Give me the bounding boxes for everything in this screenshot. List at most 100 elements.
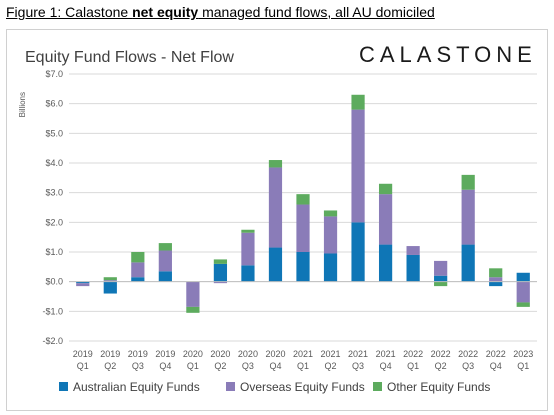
legend-label: Australian Equity Funds	[73, 380, 200, 394]
bar-series	[76, 94, 530, 313]
bar-segment-other-equity-funds	[296, 194, 310, 205]
bar-segment-australian-equity-funds	[76, 281, 90, 284]
bar-segment-other-equity-funds	[241, 229, 255, 233]
bar-segment-overseas-equity-funds	[103, 280, 117, 282]
chart-title: Equity Fund Flows - Net Flow	[25, 49, 234, 66]
bar-segment-overseas-equity-funds	[323, 216, 338, 254]
bar-segment-australian-equity-funds	[131, 277, 145, 282]
bar-segment-australian-equity-funds	[323, 253, 338, 282]
x-tick-quarter: Q3	[462, 361, 474, 371]
y-tick-label: $6.0	[45, 99, 63, 109]
x-tick-year: 2020	[183, 349, 203, 359]
legend-label: Overseas Equity Funds	[240, 380, 365, 394]
x-tick-year: 2020	[238, 349, 258, 359]
legend: Australian Equity Funds Overseas Equity F…	[59, 380, 490, 394]
bar-segment-other-equity-funds	[461, 174, 475, 190]
y-tick-label: $4.0	[45, 158, 63, 168]
bar-segment-overseas-equity-funds	[131, 262, 145, 278]
y-tick-label: $2.0	[45, 217, 63, 227]
x-tick-quarter: Q1	[77, 361, 89, 371]
x-tick-quarter: Q3	[132, 361, 144, 371]
bar-segment-australian-equity-funds	[489, 281, 503, 287]
x-tick-labels: 2019 Q1 2019 Q2 2019 Q3 2019 Q4 2020 Q1 2020 Q2 2020…	[73, 349, 534, 371]
bar-segment-overseas-equity-funds	[489, 277, 503, 282]
bar-segment-australian-equity-funds	[434, 275, 448, 282]
x-tick-year: 2019	[73, 349, 93, 359]
bar-segment-other-equity-funds	[268, 160, 283, 168]
bar-segment-australian-equity-funds	[461, 244, 475, 282]
bar-segment-overseas-equity-funds	[76, 283, 90, 287]
x-tick-quarter: Q3	[352, 361, 364, 371]
bar-segment-other-equity-funds	[323, 210, 338, 217]
x-tick-year: 2022	[431, 349, 451, 359]
y-tick-label: $0.0	[45, 277, 63, 287]
legend-swatch	[59, 382, 68, 391]
bar-segment-other-equity-funds	[131, 252, 145, 263]
net-flow-chart: Equity Fund Flows - Net Flow CALASTONE B…	[18, 42, 537, 394]
bar-segment-other-equity-funds	[213, 259, 228, 264]
x-tick-year: 2021	[348, 349, 368, 359]
calastone-logo: CALASTONE	[359, 42, 537, 67]
bar-segment-australian-equity-funds	[268, 247, 283, 282]
bar-segment-australian-equity-funds	[378, 244, 393, 282]
x-tick-quarter: Q2	[435, 361, 447, 371]
bar-segment-australian-equity-funds	[406, 254, 420, 282]
x-tick-quarter: Q1	[407, 361, 419, 371]
bar-segment-other-equity-funds	[186, 306, 200, 313]
bar-segment-overseas-equity-funds	[406, 246, 420, 255]
bar-segment-other-equity-funds	[378, 183, 393, 195]
x-tick-year: 2022	[403, 349, 423, 359]
bar-segment-other-equity-funds	[434, 281, 448, 287]
caption-bold: net equity	[132, 4, 199, 20]
x-tick-quarter: Q4	[159, 361, 171, 371]
x-tick-quarter: Q4	[490, 361, 502, 371]
bar-segment-other-equity-funds	[351, 94, 365, 110]
caption-suffix: managed fund flows, all AU domiciled	[198, 4, 435, 20]
bar-segment-overseas-equity-funds	[516, 281, 530, 303]
legend-swatch	[373, 382, 382, 391]
x-tick-quarter: Q2	[214, 361, 226, 371]
y-tick-label: $1.0	[45, 247, 63, 257]
x-tick-year: 2022	[458, 349, 478, 359]
x-tick-year: 2020	[210, 349, 230, 359]
x-tick-year: 2021	[293, 349, 313, 359]
bar-segment-overseas-equity-funds	[241, 232, 255, 266]
bar-segment-other-equity-funds	[516, 302, 530, 307]
x-tick-year: 2023	[513, 349, 533, 359]
bar-segment-australian-equity-funds	[241, 265, 255, 282]
bar-segment-other-equity-funds	[489, 268, 503, 278]
bar-segment-other-equity-funds	[158, 243, 172, 251]
x-tick-year: 2022	[486, 349, 506, 359]
x-tick-year: 2021	[376, 349, 396, 359]
x-tick-quarter: Q1	[187, 361, 199, 371]
chart-panel: Equity Fund Flows - Net Flow CALASTONE B…	[6, 29, 548, 411]
bar-segment-other-equity-funds	[103, 277, 117, 281]
bar-segment-australian-equity-funds	[158, 271, 172, 282]
bar-segment-australian-equity-funds	[516, 272, 530, 282]
x-tick-year: 2019	[100, 349, 120, 359]
logo-group: CALASTONE	[359, 42, 537, 67]
x-tick-quarter: Q2	[325, 361, 337, 371]
bar-segment-australian-equity-funds	[213, 263, 228, 282]
bar-segment-overseas-equity-funds	[268, 167, 283, 248]
legend-label: Other Equity Funds	[387, 380, 490, 394]
x-tick-year: 2019	[155, 349, 175, 359]
x-tick-quarter: Q1	[297, 361, 309, 371]
x-tick-quarter: Q3	[242, 361, 254, 371]
x-tick-year: 2019	[128, 349, 148, 359]
bar-segment-overseas-equity-funds	[158, 250, 172, 272]
bar-segment-overseas-equity-funds	[186, 281, 200, 307]
caption-prefix: Figure 1: Calastone	[6, 4, 133, 20]
y-tick-label: $5.0	[45, 128, 63, 138]
x-tick-quarter: Q2	[104, 361, 116, 371]
y-axis-label: Billions	[18, 92, 27, 117]
y-tick-label: $7.0	[45, 69, 63, 79]
figure-caption: Figure 1: Calastone net equity managed f…	[6, 4, 435, 20]
x-tick-quarter: Q4	[269, 361, 281, 371]
bar-segment-australian-equity-funds	[351, 222, 365, 282]
y-tick-label: -$1.0	[42, 306, 63, 316]
x-tick-year: 2021	[321, 349, 341, 359]
bar-segment-overseas-equity-funds	[213, 281, 228, 284]
bar-segment-overseas-equity-funds	[378, 194, 393, 245]
x-tick-year: 2020	[265, 349, 285, 359]
